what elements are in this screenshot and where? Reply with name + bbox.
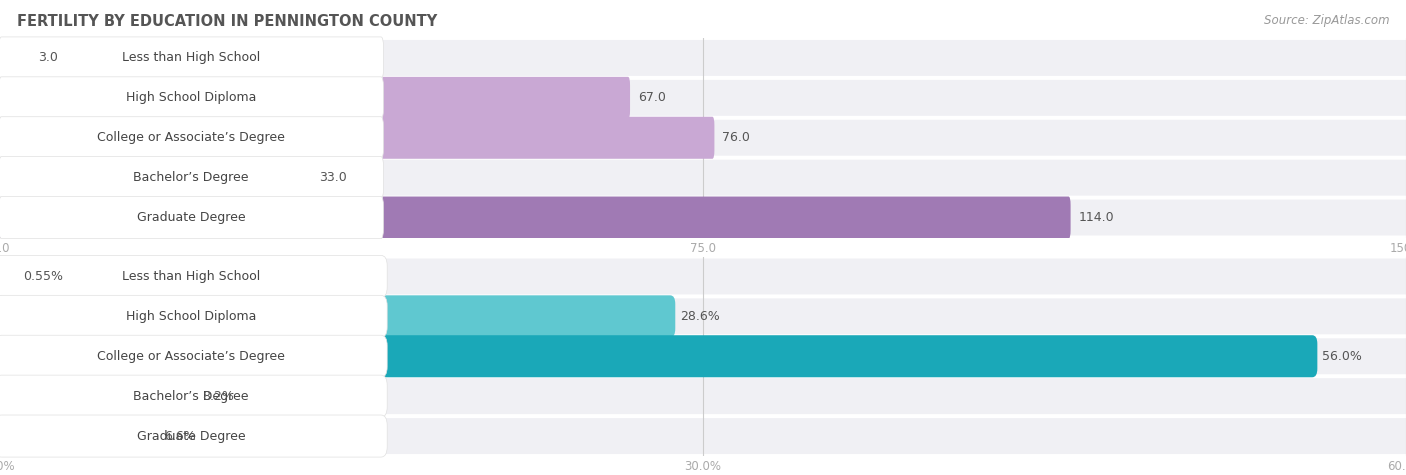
FancyBboxPatch shape [0,258,1406,294]
Text: Bachelor’s Degree: Bachelor’s Degree [134,390,249,403]
Text: 28.6%: 28.6% [681,310,720,323]
FancyBboxPatch shape [0,200,1406,236]
FancyBboxPatch shape [0,77,384,119]
Text: College or Associate’s Degree: College or Associate’s Degree [97,131,285,144]
FancyBboxPatch shape [0,415,160,457]
Text: Less than High School: Less than High School [122,51,260,65]
Text: Graduate Degree: Graduate Degree [136,211,246,224]
FancyBboxPatch shape [0,338,1406,374]
Text: FERTILITY BY EDUCATION IN PENNINGTON COUNTY: FERTILITY BY EDUCATION IN PENNINGTON COU… [17,14,437,29]
FancyBboxPatch shape [0,157,384,199]
FancyBboxPatch shape [0,415,387,457]
FancyBboxPatch shape [0,418,1406,454]
FancyBboxPatch shape [0,375,197,417]
Text: 8.2%: 8.2% [202,390,233,403]
FancyBboxPatch shape [0,256,387,297]
FancyBboxPatch shape [0,157,311,199]
Text: High School Diploma: High School Diploma [127,91,256,104]
Text: 6.6%: 6.6% [165,429,197,443]
FancyBboxPatch shape [0,197,384,238]
Text: Source: ZipAtlas.com: Source: ZipAtlas.com [1264,14,1389,27]
Text: 114.0: 114.0 [1078,211,1114,224]
FancyBboxPatch shape [0,335,387,377]
Text: High School Diploma: High School Diploma [127,310,256,323]
Text: 56.0%: 56.0% [1322,350,1362,363]
FancyBboxPatch shape [0,335,1317,377]
Text: 76.0: 76.0 [723,131,749,144]
Text: College or Associate’s Degree: College or Associate’s Degree [97,350,285,363]
FancyBboxPatch shape [0,37,384,79]
FancyBboxPatch shape [0,77,630,119]
Text: Bachelor’s Degree: Bachelor’s Degree [134,171,249,184]
Text: Less than High School: Less than High School [122,270,260,283]
FancyBboxPatch shape [0,298,1406,334]
Text: Graduate Degree: Graduate Degree [136,429,246,443]
Text: 3.0: 3.0 [38,51,58,65]
FancyBboxPatch shape [0,117,384,159]
FancyBboxPatch shape [0,117,714,159]
FancyBboxPatch shape [0,40,1406,76]
FancyBboxPatch shape [0,295,387,337]
FancyBboxPatch shape [0,256,18,297]
FancyBboxPatch shape [0,375,387,417]
FancyBboxPatch shape [0,120,1406,156]
FancyBboxPatch shape [0,160,1406,196]
FancyBboxPatch shape [0,197,1070,238]
FancyBboxPatch shape [0,295,675,337]
FancyBboxPatch shape [0,80,1406,116]
Text: 33.0: 33.0 [319,171,347,184]
Text: 0.55%: 0.55% [22,270,63,283]
FancyBboxPatch shape [0,378,1406,414]
Text: 67.0: 67.0 [638,91,665,104]
FancyBboxPatch shape [0,37,30,79]
